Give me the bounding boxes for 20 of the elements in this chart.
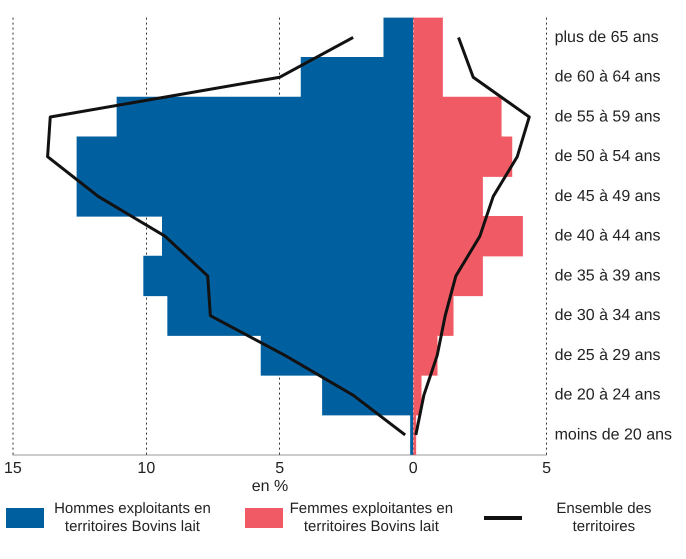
legend-label: Ensemble des territoires: [555, 500, 652, 536]
x-tick-label: 0: [408, 460, 418, 477]
y-tick-label: de 40 à 44 ans: [554, 228, 660, 245]
legend-label: Hommes exploitants en territoires Bovins lait: [53, 500, 212, 536]
y-tick-label: de 35 à 39 ans: [554, 267, 660, 284]
x-tick-label: 10: [137, 460, 156, 477]
x-tick-label: 5: [542, 460, 552, 477]
legend-label: Femmes exploitantes en territoires Bovins lait: [288, 500, 454, 536]
y-tick-label: de 45 à 49 ans: [554, 188, 660, 205]
y-tick-label: de 30 à 34 ans: [554, 307, 660, 324]
y-tick-label: de 20 à 24 ans: [554, 386, 660, 404]
y-tick-label: moins de 20 ans: [554, 426, 672, 444]
y-tick-label: de 50 à 54 ans: [554, 148, 660, 166]
x-axis-title: en %: [250, 478, 290, 496]
y-tick-label: de 55 à 59 ans: [554, 108, 660, 126]
y-tick-label: de 25 à 29 ans: [554, 346, 660, 364]
x-tick-label: 5: [275, 460, 284, 477]
y-tick-label: plus de 65 ans: [554, 28, 659, 46]
y-tick-label: de 60 à 64 ans: [554, 68, 660, 86]
x-tick-label: 15: [4, 460, 22, 477]
